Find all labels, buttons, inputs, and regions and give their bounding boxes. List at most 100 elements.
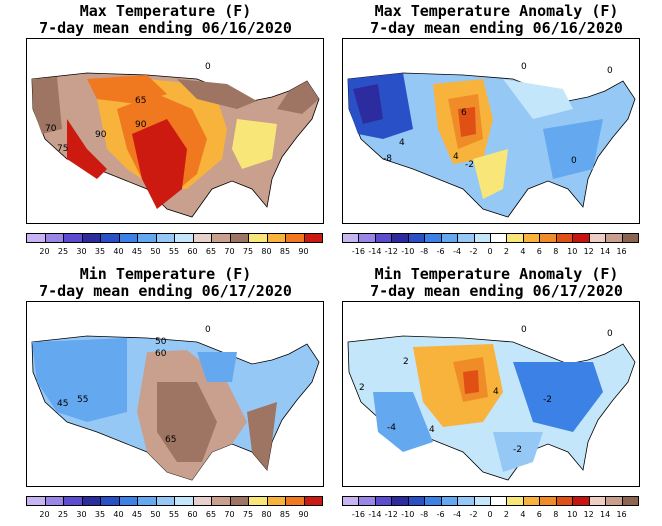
colorbar-tick-label: 70 [224, 247, 235, 256]
colorbar-segment [605, 233, 623, 243]
colorbar-segment [605, 496, 623, 506]
colorbar-tick-label: -4 [453, 510, 462, 519]
colorbar-tick-label: -14 [368, 247, 382, 256]
colorbar-segment [303, 496, 323, 506]
colorbar-tick-label: -8 [420, 247, 429, 256]
colorbar-tick-label: 40 [113, 510, 124, 519]
colorbar-segment [539, 233, 557, 243]
colorbar-tick-label: -4 [453, 247, 462, 256]
colorbar-segment [555, 233, 574, 243]
panel-max-temperature-anomaly: Max Temperature Anomaly (F) 7-day mean e… [331, 0, 662, 263]
colorbar-segment [63, 496, 83, 506]
panel-title-line1: Min Temperature (F) [79, 265, 252, 283]
contour-label: 4 [399, 138, 405, 148]
colorbar-tick-label: 35 [94, 247, 106, 256]
colorbar-tick-label: -12 [384, 510, 398, 519]
colorbar-tick-label: 16 [616, 247, 627, 256]
colorbar-tick-label: 60 [187, 247, 198, 256]
contour-label: 65 [135, 96, 146, 106]
colorbar-tick-label: 40 [113, 247, 124, 256]
colorbar-tick-label: 2 [503, 247, 509, 256]
colorbar-tick-label: 90 [298, 247, 309, 256]
colorbar-tick-label: 75 [242, 247, 254, 256]
colorbar-segment [588, 496, 607, 506]
temperature-colorbar: 20 25 30 35 40 45 50 55 60 65 70 75 80 85 90 [26, 233, 323, 256]
colorbar-segment [522, 233, 541, 243]
colorbar-segment [342, 233, 360, 243]
colorbar-tick-label: -14 [368, 510, 382, 519]
colorbar-segment [118, 496, 138, 506]
colorbar-tick-label: 8 [553, 247, 559, 256]
colorbar-tick-label: 2 [503, 510, 509, 519]
contour-label: 0 [205, 325, 211, 335]
colorbar-segment [100, 233, 120, 243]
colorbar-segment [248, 233, 268, 243]
contour-label: 90 [135, 120, 147, 130]
colorbar-tick-label: 0 [487, 510, 493, 519]
max-temperature-map: 0 70 65 75 90 90 [26, 38, 324, 224]
colorbar-tick-label: -12 [384, 247, 398, 256]
colorbar-tick-label: -10 [401, 510, 415, 519]
colorbar-tick-label: 25 [57, 247, 69, 256]
contour-label: 0 [521, 62, 527, 72]
colorbar-segment [490, 496, 508, 506]
colorbar-tick-label: 12 [583, 510, 594, 519]
colorbar-segment [44, 233, 64, 243]
colorbar-tick-label: 6 [536, 247, 542, 256]
anomaly-colorbar: -16 -14 -12 -10 -8 -6 -4 -2 0 2 4 6 8 10 12 14 16 [342, 496, 639, 519]
colorbar-tick-label: 12 [583, 247, 594, 256]
colorbar-tick-label: 45 [131, 510, 143, 519]
temperature-colorbar: 20 25 30 35 40 45 50 55 60 65 70 75 80 85 90 [26, 496, 323, 519]
contour-label: -4 [387, 423, 396, 433]
contour-label: 55 [77, 395, 88, 405]
colorbar-tick-label: 10 [567, 247, 578, 256]
colorbar-tick-label: 80 [261, 510, 272, 519]
colorbar-tick-label: 25 [57, 510, 69, 519]
max-anomaly-map: 0 6 -8 4 -2 4 0 0 [342, 38, 640, 224]
colorbar-segment [248, 496, 268, 506]
colorbar-tick-label: -16 [351, 510, 365, 519]
colorbar-tick-label: 30 [76, 510, 87, 519]
contour-label: 4 [453, 152, 459, 162]
colorbar-segment [211, 496, 231, 506]
contour-label: 0 [607, 329, 613, 339]
colorbar-segment [424, 496, 442, 506]
contour-label: -2 [543, 395, 552, 405]
colorbar-tick-label: 8 [553, 510, 559, 519]
colorbar-segment [26, 496, 46, 506]
colorbar-segment [621, 496, 639, 506]
contour-label: -2 [465, 160, 474, 170]
colorbar-segment [473, 496, 491, 506]
colorbar-tick-label: 50 [150, 510, 161, 519]
contour-label: -8 [383, 154, 392, 164]
panel-title-line1: Max Temperature Anomaly (F) [374, 2, 619, 20]
colorbar-tick-label: -2 [469, 510, 478, 519]
colorbar-tick-label: 6 [536, 510, 542, 519]
contour-label: 2 [359, 383, 365, 393]
contour-label: 0 [205, 62, 211, 72]
colorbar-tick-label: 14 [600, 510, 611, 519]
colorbar-tick-label: 65 [205, 247, 217, 256]
colorbar-tick-label: 14 [600, 247, 611, 256]
colorbar-segment [555, 496, 574, 506]
colorbar-tick-label: -10 [401, 247, 415, 256]
colorbar-segment [192, 496, 212, 506]
contour-label: 70 [45, 124, 57, 134]
contour-label: 0 [571, 156, 577, 166]
colorbar-tick-label: 90 [298, 510, 309, 519]
colorbar-tick-label: 85 [279, 247, 291, 256]
contour-label: 50 [155, 337, 167, 347]
colorbar-segment [44, 496, 64, 506]
colorbar-tick-label: -16 [351, 247, 365, 256]
colorbar-segment [588, 233, 607, 243]
contour-label: 2 [403, 357, 409, 367]
colorbar-segment [211, 233, 231, 243]
colorbar-segment [137, 496, 157, 506]
colorbar-tick-label: 50 [150, 247, 161, 256]
panel-title-line2: 7-day mean ending 06/17/2020 [370, 282, 623, 300]
colorbar-segment [81, 496, 101, 506]
colorbar-segment [266, 496, 286, 506]
colorbar-tick-label: 45 [131, 247, 143, 256]
colorbar-tick-label: -8 [420, 510, 429, 519]
panel-title-line1: Min Temperature Anomaly (F) [374, 265, 619, 283]
